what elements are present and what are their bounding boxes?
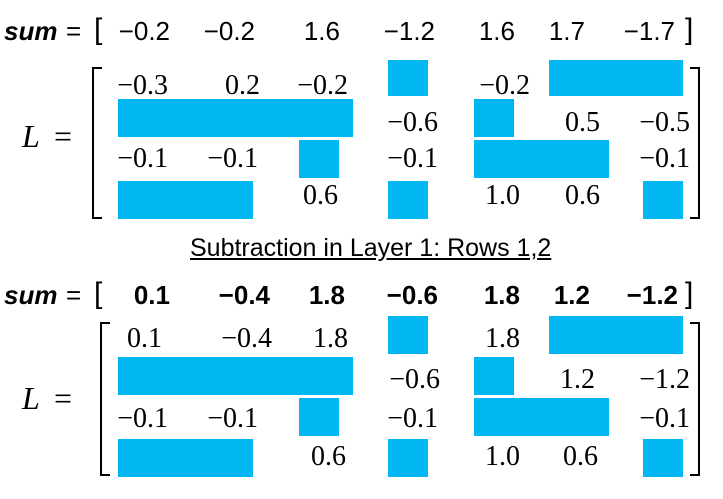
matrix-cell: 0.6 [311,441,346,472]
hidden-cell-block [549,316,683,354]
matrix-cell: 0.6 [565,180,600,211]
matrix-cell: −0.1 [639,143,690,174]
sum-value: 1.2 [553,280,590,310]
hidden-cell-block [118,99,353,137]
matrix-label: L [22,118,40,154]
matrix-cell: 1.2 [560,364,595,395]
section-caption: Subtraction in Layer 1: Rows 1,2 [190,234,552,262]
sum-value: 1.7 [548,16,585,46]
hidden-cell-block [118,181,253,219]
sum-value: −1.2 [626,280,678,310]
sum-value: −0.2 [203,16,255,46]
sum-equals: = [66,280,82,310]
matrix-cell: 1.0 [485,180,520,211]
sum-close-bracket: ] [685,277,694,310]
sum-value: 1.6 [303,16,340,46]
matrix-left-bracket [92,67,102,219]
hidden-cell-block [474,398,609,436]
sum-value: −0.6 [386,280,438,310]
matrix-cell: 0.6 [563,441,598,472]
hidden-cell-block [388,60,428,96]
matrix-cell: 1.8 [313,323,348,354]
sum-value: 1.6 [478,16,515,46]
matrix-cell: −0.1 [117,143,168,174]
matrix-left-bracket [100,322,110,476]
matrix-cell: −0.5 [639,107,690,138]
hidden-cell-block [474,99,514,137]
matrix-cell: 1.8 [485,323,520,354]
matrix-equals: = [54,118,73,154]
hidden-cell-block [549,60,683,96]
matrix-cell: −1.2 [639,364,690,395]
hidden-cell-block [474,357,514,395]
matrix-label: L [22,380,40,416]
matrix-cell: −0.2 [297,70,348,101]
matrix-cell: 0.5 [565,107,600,138]
hidden-cell-block [474,140,609,178]
matrix-cell: −0.2 [479,70,530,101]
sum-close-bracket: ] [685,13,694,46]
sum-open-bracket: [ [94,277,103,310]
hidden-cell-block [118,357,353,395]
matrix-cell: −0.6 [387,107,438,138]
matrix-cell: −0.1 [639,403,690,434]
hidden-cell-block [643,181,683,219]
hidden-cell-block [388,316,428,354]
sum-open-bracket: [ [94,13,103,46]
sum-value: −1.2 [383,16,435,46]
hidden-cell-block [388,439,428,477]
matrix-right-bracket [690,322,700,476]
sum-value: 0.1 [133,280,170,310]
sum-label: sum [4,280,58,310]
matrix-cell: 0.6 [303,180,338,211]
sum-label: sum [4,16,58,46]
hidden-cell-block [643,439,683,477]
matrix-cell: 0.1 [127,323,162,354]
hidden-cell-block [388,181,428,219]
hidden-cell-block [299,140,339,178]
matrix-cell: −0.4 [221,323,272,354]
sum-value: 1.8 [308,280,345,310]
sum-value: −0.4 [218,280,270,310]
hidden-cell-block [118,439,253,477]
matrix-cell: −0.3 [117,70,168,101]
matrix-cell: 0.2 [225,70,260,101]
matrix-cell: −0.1 [207,403,258,434]
matrix-cell: −0.1 [117,403,168,434]
matrix-equals: = [54,380,73,416]
hidden-cell-block [299,398,339,436]
matrix-cell: −0.1 [387,143,438,174]
matrix-cell: 1.0 [485,441,520,472]
matrix-cell: −0.1 [207,143,258,174]
matrix-cell: −0.1 [387,403,438,434]
matrix-cell: −0.6 [389,364,440,395]
sum-value: −1.7 [623,16,675,46]
sum-equals: = [66,16,82,46]
sum-value: −0.2 [118,16,170,46]
sum-value: 1.8 [483,280,520,310]
matrix-right-bracket [690,67,700,219]
